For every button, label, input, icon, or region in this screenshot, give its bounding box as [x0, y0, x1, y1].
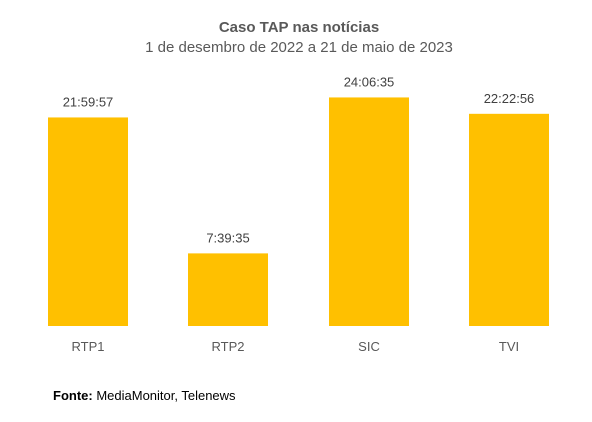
bar-sic — [329, 97, 409, 326]
bar-rtp1 — [48, 117, 128, 326]
data-label-sic: 24:06:35 — [344, 74, 395, 89]
source-note: Fonte: MediaMonitor, Telenews — [53, 388, 236, 403]
bar-tvi — [469, 113, 549, 327]
chart-title: Caso TAP nas notícias — [218, 19, 380, 36]
source-label: Fonte: — [53, 388, 93, 403]
x-tick-label-rtp1: RTP1 — [72, 339, 105, 354]
source-text: MediaMonitor, Telenews — [92, 388, 236, 403]
bar-rtp2 — [188, 253, 268, 326]
x-tick-label-sic: SIC — [358, 339, 380, 354]
data-label-rtp2: 7:39:35 — [206, 230, 249, 245]
x-tick-label-tvi: TVI — [499, 339, 519, 354]
data-label-tvi: 22:22:56 — [484, 91, 535, 106]
x-tick-label-rtp2: RTP2 — [212, 339, 245, 354]
chart-subtitle: 1 de desembro de 2022 a 21 de maio de 20… — [145, 39, 453, 56]
data-label-rtp1: 21:59:57 — [63, 94, 114, 109]
